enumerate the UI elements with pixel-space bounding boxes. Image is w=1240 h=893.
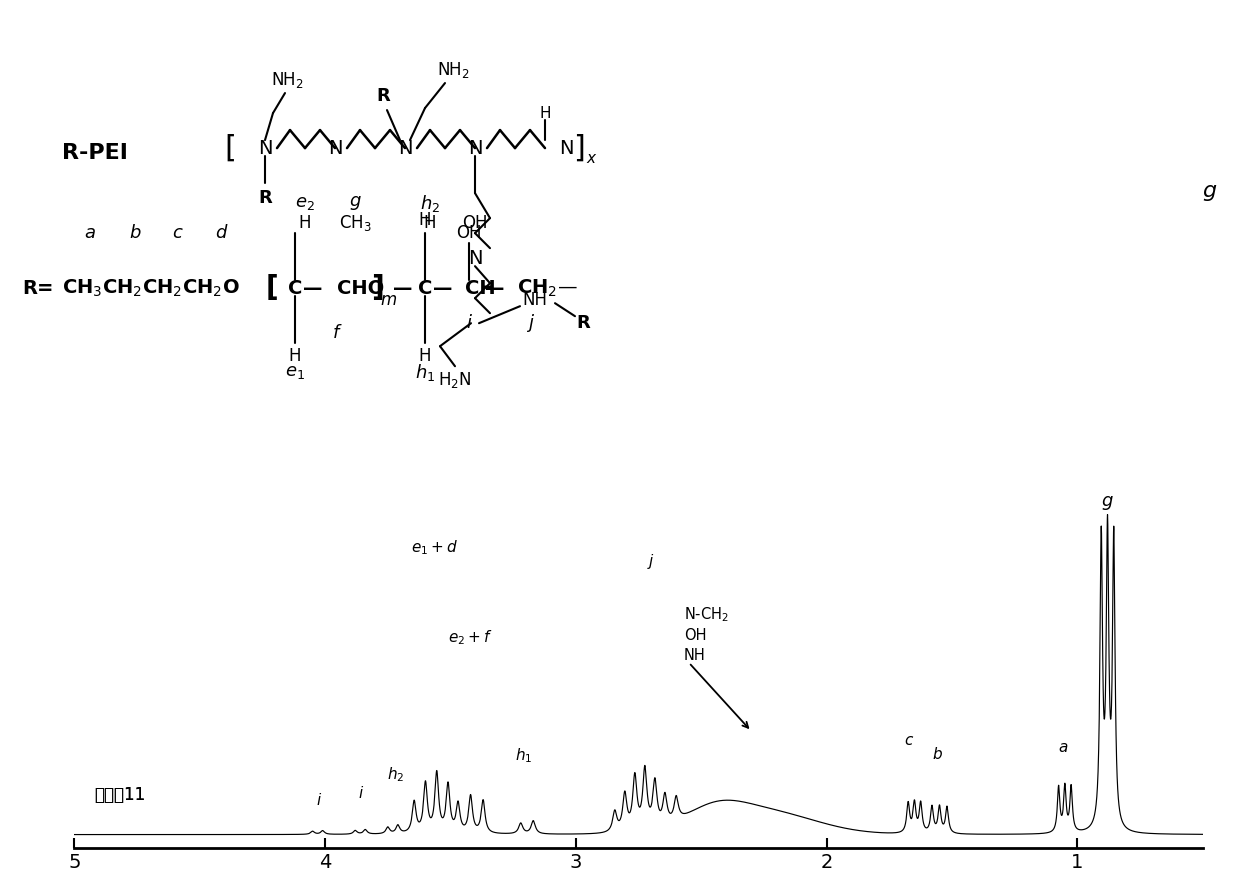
Text: —: — (304, 279, 322, 297)
Text: $a$: $a$ (84, 224, 95, 242)
Text: x: x (587, 151, 595, 165)
Text: m: m (381, 291, 397, 309)
Text: 实施例11: 实施例11 (94, 786, 146, 805)
Text: N: N (467, 248, 482, 268)
Text: NH$_2$: NH$_2$ (436, 60, 470, 80)
Text: 实施例11: 实施例11 (94, 786, 146, 805)
Text: H: H (424, 214, 436, 232)
Text: OH: OH (456, 224, 482, 242)
Text: H: H (539, 105, 551, 121)
Text: $i$: $i$ (316, 792, 322, 808)
Text: $h_1$: $h_1$ (515, 747, 532, 765)
Text: $b$: $b$ (931, 746, 942, 762)
Text: [: [ (265, 274, 278, 302)
Text: CH: CH (465, 279, 496, 297)
Text: H: H (419, 211, 432, 230)
Text: N: N (559, 138, 573, 157)
Text: $g$: $g$ (1101, 494, 1114, 512)
Text: R-PEI: R-PEI (62, 143, 128, 163)
Text: $h_2$: $h_2$ (420, 193, 440, 213)
Text: $i$: $i$ (465, 314, 472, 332)
Text: $c$: $c$ (904, 733, 915, 748)
Text: ]: ] (573, 134, 585, 163)
Text: R: R (376, 87, 389, 105)
Text: $h_2$: $h_2$ (387, 765, 404, 784)
Text: NH$_2$: NH$_2$ (270, 70, 304, 90)
Text: ]: ] (371, 274, 383, 302)
Text: N: N (398, 138, 412, 157)
Text: $b$: $b$ (129, 224, 141, 242)
Text: H: H (299, 214, 311, 232)
Text: $e_2$: $e_2$ (295, 194, 315, 213)
Text: —: — (485, 279, 505, 297)
Text: —: — (433, 279, 453, 297)
Text: C: C (418, 279, 433, 297)
Text: —: — (393, 279, 413, 297)
Text: N: N (467, 138, 482, 157)
Text: C: C (288, 279, 303, 297)
Text: CHO: CHO (337, 279, 384, 297)
Text: $d$: $d$ (216, 224, 228, 242)
Text: $i$: $i$ (358, 786, 365, 801)
Text: NH: NH (522, 291, 548, 309)
Text: [: [ (224, 134, 236, 163)
Text: R: R (258, 189, 272, 207)
Text: OH: OH (463, 214, 487, 232)
Text: $h_1$: $h_1$ (415, 362, 435, 383)
Text: $e_2+f$: $e_2+f$ (449, 628, 494, 647)
Text: CH$_3$CH$_2$CH$_2$CH$_2$O: CH$_3$CH$_2$CH$_2$CH$_2$O (62, 278, 239, 299)
Text: $j$: $j$ (647, 552, 655, 572)
Text: R=: R= (22, 279, 53, 297)
Text: $a$: $a$ (1059, 740, 1069, 755)
Text: H: H (289, 347, 301, 365)
Text: CH$_2$—: CH$_2$— (517, 278, 578, 299)
Text: H$_2$N: H$_2$N (438, 371, 471, 390)
Text: $g$: $g$ (348, 194, 361, 213)
Text: $c$: $c$ (172, 224, 184, 242)
Text: N: N (327, 138, 342, 157)
Text: R: R (577, 314, 590, 332)
Text: CH$_3$: CH$_3$ (339, 213, 372, 233)
Text: N: N (258, 138, 273, 157)
Text: $g$: $g$ (1203, 183, 1218, 203)
Text: $f$: $f$ (331, 324, 342, 342)
Text: H: H (419, 347, 432, 365)
Text: $e_1$: $e_1$ (285, 363, 305, 381)
Text: $e_1+d$: $e_1+d$ (410, 538, 458, 557)
Text: N-CH$_2$
OH
NH: N-CH$_2$ OH NH (683, 605, 729, 663)
Text: $j$: $j$ (527, 313, 536, 334)
